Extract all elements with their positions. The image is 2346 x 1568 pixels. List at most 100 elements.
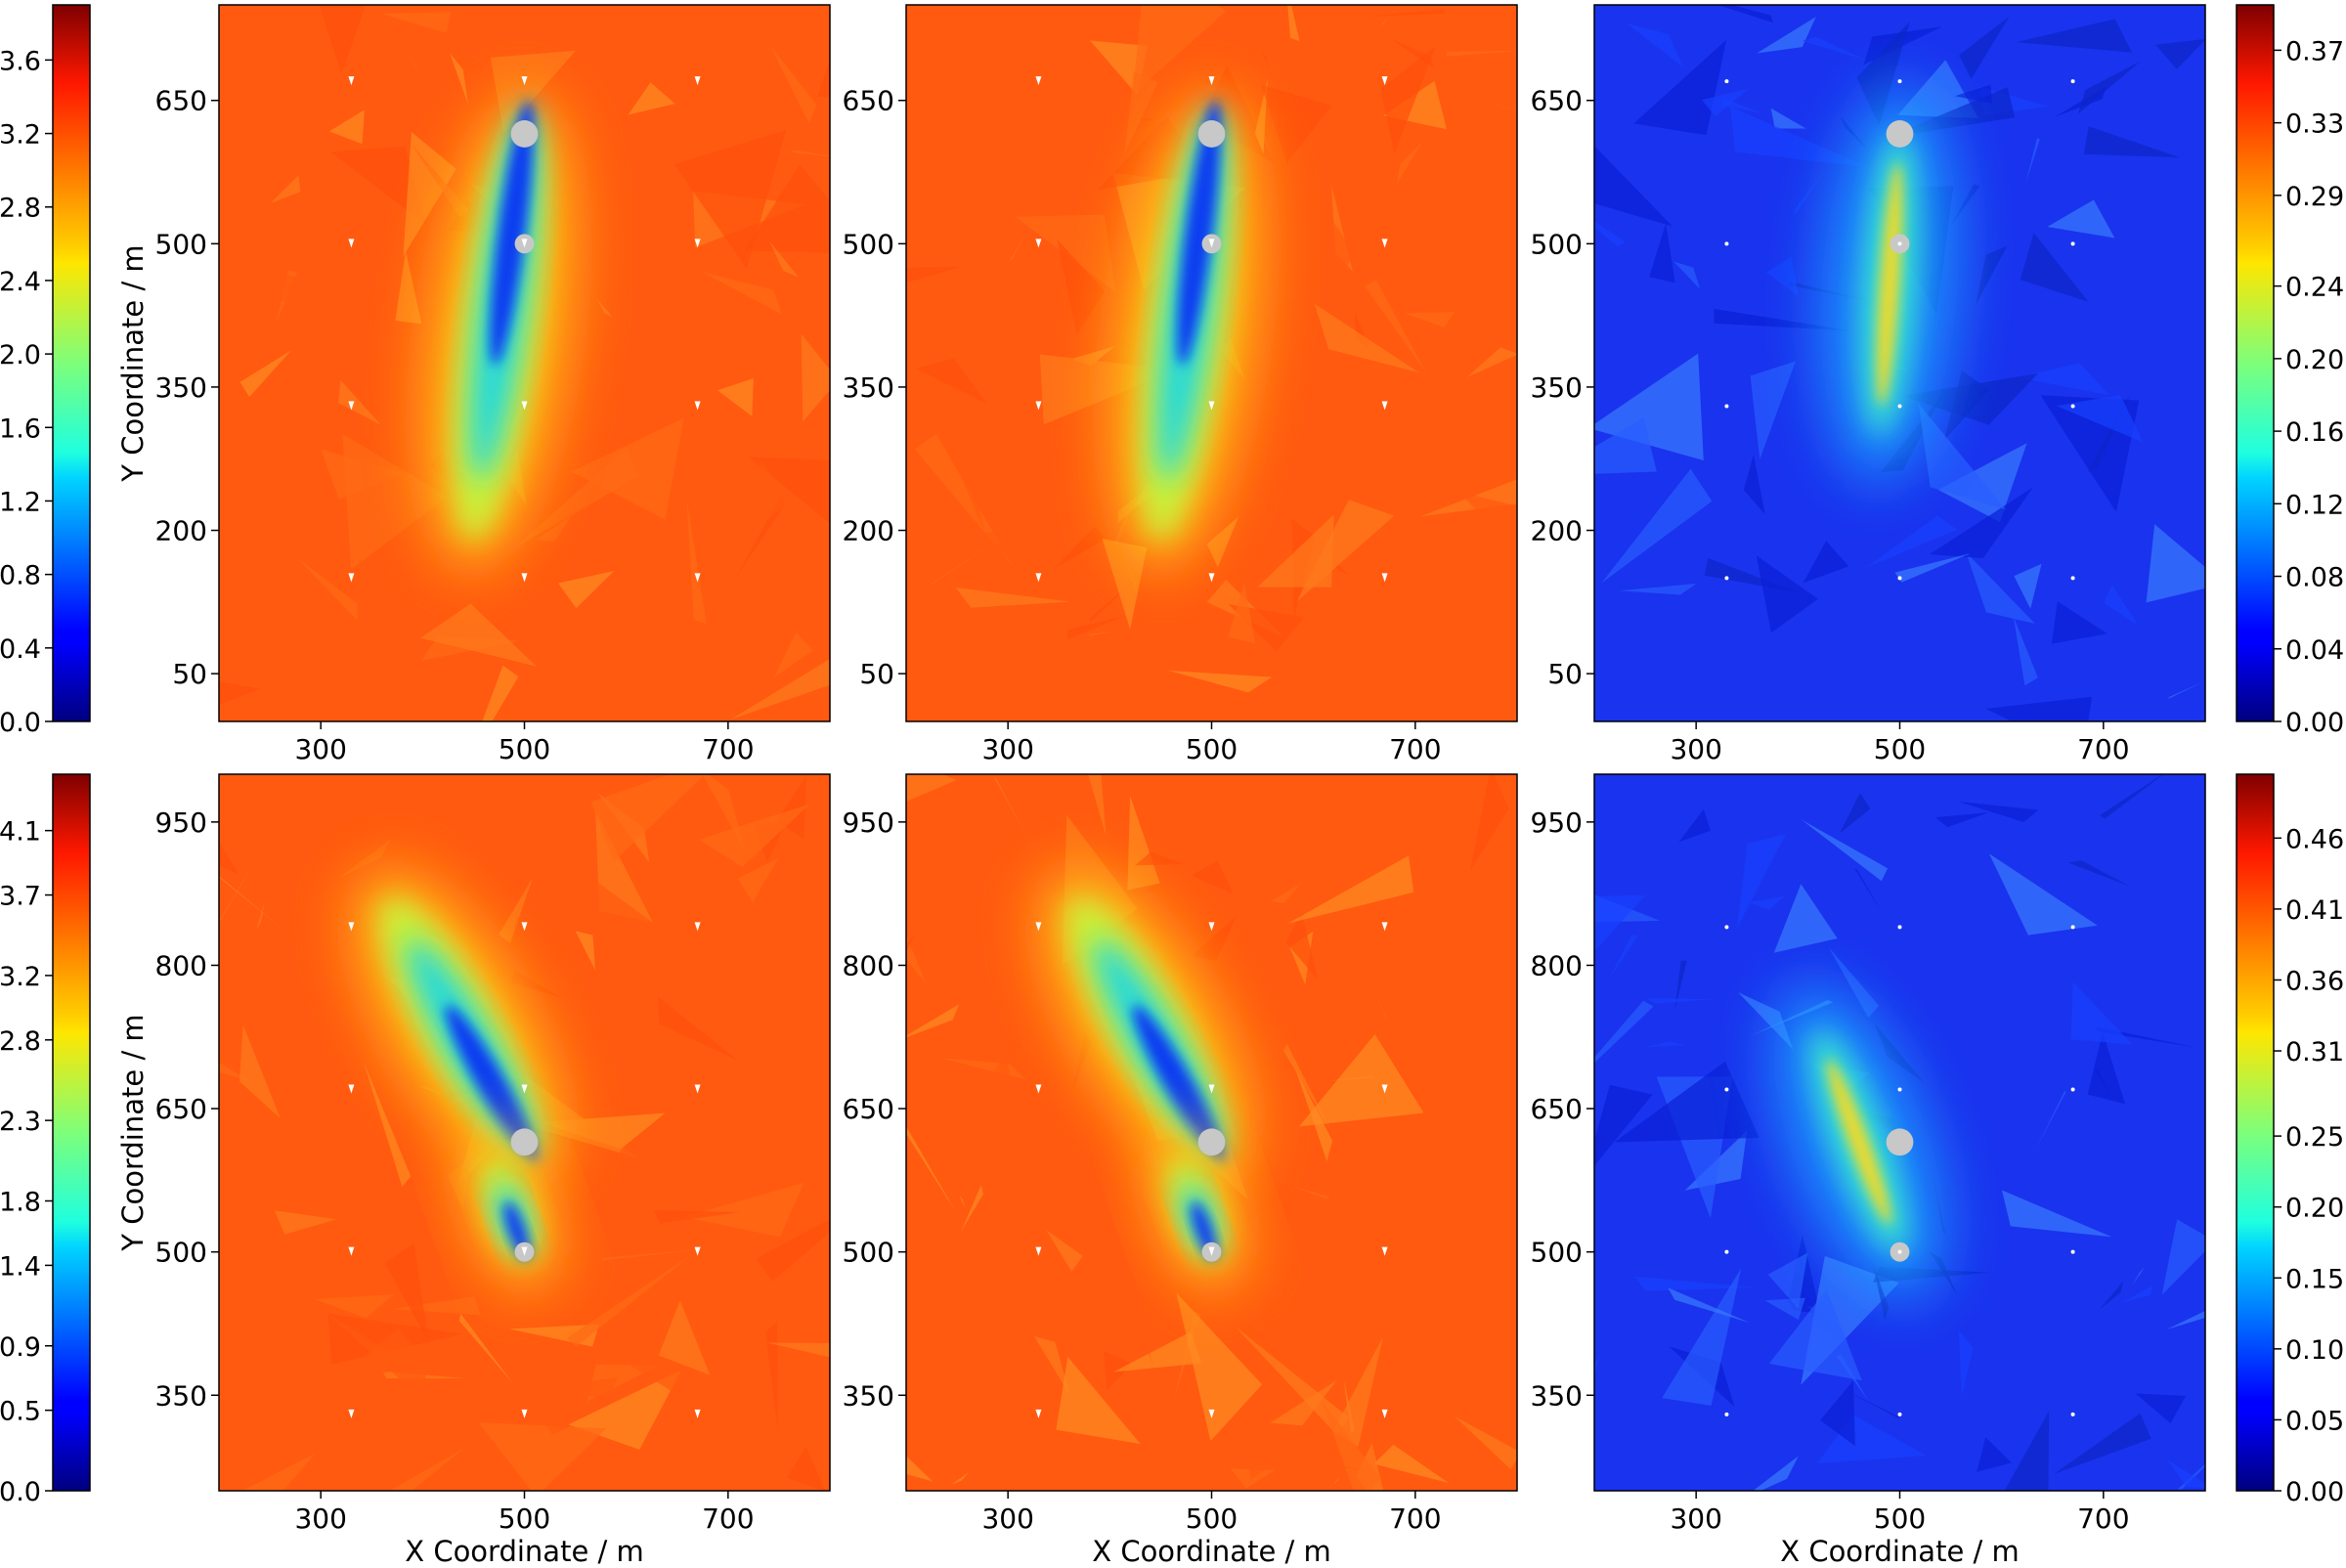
colorbar-tick-label: 0.00 [2285, 708, 2344, 738]
colorbar-tick-label: 3.7 [0, 882, 41, 912]
sample-marker [1898, 404, 1902, 408]
field-map [1558, 769, 2242, 1519]
field-map [149, 730, 886, 1533]
colorbar-tick-label: 0.20 [2285, 345, 2344, 375]
colorbar-tick-label: 0.41 [2285, 895, 2344, 926]
colorbar-tick-label: 0.29 [2285, 182, 2344, 212]
x-tick-label: 500 [1186, 733, 1238, 765]
colorbar-tick-label: 2.0 [0, 340, 41, 370]
colorbar-tick-label: 0.25 [2285, 1122, 2344, 1153]
y-tick-label: 350 [843, 371, 894, 404]
sample-marker [2071, 241, 2075, 245]
colorbar-tick-label: 3.2 [0, 962, 41, 992]
x-tick-label: 700 [1389, 1503, 1441, 1535]
x-tick-label: 300 [981, 1503, 1033, 1535]
colorbar-tick-label: 2.8 [0, 194, 41, 224]
colorbar-tick-label: 4.1 [0, 817, 41, 848]
y-tick-label: 650 [843, 85, 894, 117]
colorbar-tick-label: 0.5 [0, 1397, 41, 1427]
y-axis-title: Y Coordinate / m [116, 1014, 150, 1251]
y-tick-label: 350 [1531, 371, 1583, 404]
colorbar-tick-label: 0.0 [0, 1477, 41, 1507]
x-tick-label: 500 [1874, 733, 1926, 765]
x-tick-label: 700 [702, 1503, 754, 1535]
sample-marker [2071, 79, 2075, 83]
colorbar-gradient [53, 5, 90, 721]
colorbar-tick-label: 0.9 [0, 1332, 41, 1363]
colorbar-tick-label: 3.6 [0, 46, 41, 76]
y-tick-label: 500 [155, 1237, 207, 1269]
x-tick-label: 300 [1670, 733, 1721, 765]
y-tick-label: 200 [1531, 515, 1583, 547]
sample-marker [2071, 1088, 2075, 1092]
colorbar-tick-label: 0.00 [2285, 1477, 2344, 1507]
sample-marker [1724, 1088, 1728, 1092]
colorbar-tick-label: 0.04 [2285, 635, 2344, 666]
colorbar-gradient [2237, 774, 2274, 1491]
field-map [851, 0, 1544, 752]
y-tick-label: 950 [843, 806, 894, 839]
colorbar-tick-label: 0.31 [2285, 1037, 2344, 1067]
y-tick-label: 350 [155, 1379, 207, 1412]
sample-marker [1898, 1413, 1902, 1416]
sample-marker [1898, 925, 1902, 929]
y-tick-label: 650 [1531, 1093, 1583, 1125]
colorbar-tick-label: 0.08 [2285, 563, 2344, 593]
field-map [865, 715, 1521, 1520]
sample-marker [1898, 1088, 1902, 1092]
x-tick-label: 300 [1670, 1503, 1721, 1535]
texture-patch [798, 730, 886, 779]
colorbar-tick-label: 0.8 [0, 561, 41, 591]
y-tick-label: 650 [155, 1093, 207, 1125]
sample-marker [1724, 576, 1728, 580]
y-axis-title: Y Coordinate / m [116, 244, 150, 482]
turbine-disk [1887, 1128, 1914, 1155]
y-tick-label: 350 [1531, 1379, 1583, 1412]
sample-marker [1724, 1250, 1728, 1254]
sample-marker [2071, 576, 2075, 580]
y-tick-label: 650 [1531, 85, 1583, 117]
colorbar-tick-label: 2.4 [0, 267, 41, 297]
y-tick-label: 650 [155, 85, 207, 117]
turbine-disk [1198, 1128, 1226, 1155]
y-tick-label: 800 [1531, 949, 1583, 981]
sample-marker [1898, 241, 1902, 245]
sample-marker [1724, 404, 1728, 408]
colorbar-bottom-right: 0.000.050.100.150.200.250.310.360.410.46 [2237, 774, 2344, 1507]
sample-marker [1898, 576, 1902, 580]
field-map [1546, 0, 2225, 756]
x-tick-label: 700 [2077, 1503, 2129, 1535]
sample-marker [1724, 925, 1728, 929]
y-tick-label: 500 [1531, 228, 1583, 260]
colorbar-tick-label: 0.37 [2285, 36, 2344, 66]
colorbar-tick-label: 1.6 [0, 414, 41, 444]
colorbar-tick-label: 2.8 [0, 1026, 41, 1057]
colorbar-tick-label: 0.15 [2285, 1264, 2344, 1294]
sample-marker [2071, 404, 2075, 408]
y-tick-label: 650 [843, 1093, 894, 1125]
colorbar-tick-label: 0.10 [2285, 1335, 2344, 1366]
texture-patch [905, 738, 968, 753]
colorbar-tick-label: 0.0 [0, 708, 41, 738]
x-axis-title: X Coordinate / m [405, 1535, 644, 1564]
y-tick-label: 200 [155, 515, 207, 547]
y-tick-label: 500 [843, 1237, 894, 1269]
x-tick-label: 500 [499, 733, 550, 765]
y-tick-label: 500 [1531, 1237, 1583, 1269]
y-tick-label: 500 [843, 228, 894, 260]
turbine-disk [511, 1128, 539, 1155]
colorbar-tick-label: 1.4 [0, 1251, 41, 1282]
x-tick-label: 300 [294, 1503, 346, 1535]
colorbar-tick-label: 0.36 [2285, 966, 2344, 996]
colorbar-tick-label: 3.2 [0, 120, 41, 151]
x-tick-label: 300 [981, 733, 1033, 765]
colorbar-tick-label: 0.46 [2285, 824, 2344, 854]
colorbar-tick-label: 0.20 [2285, 1194, 2344, 1224]
colorbar-tick-label: 0.12 [2285, 490, 2344, 520]
colorbar-top-right: 0.000.040.080.120.160.200.240.290.330.37 [2237, 5, 2344, 738]
